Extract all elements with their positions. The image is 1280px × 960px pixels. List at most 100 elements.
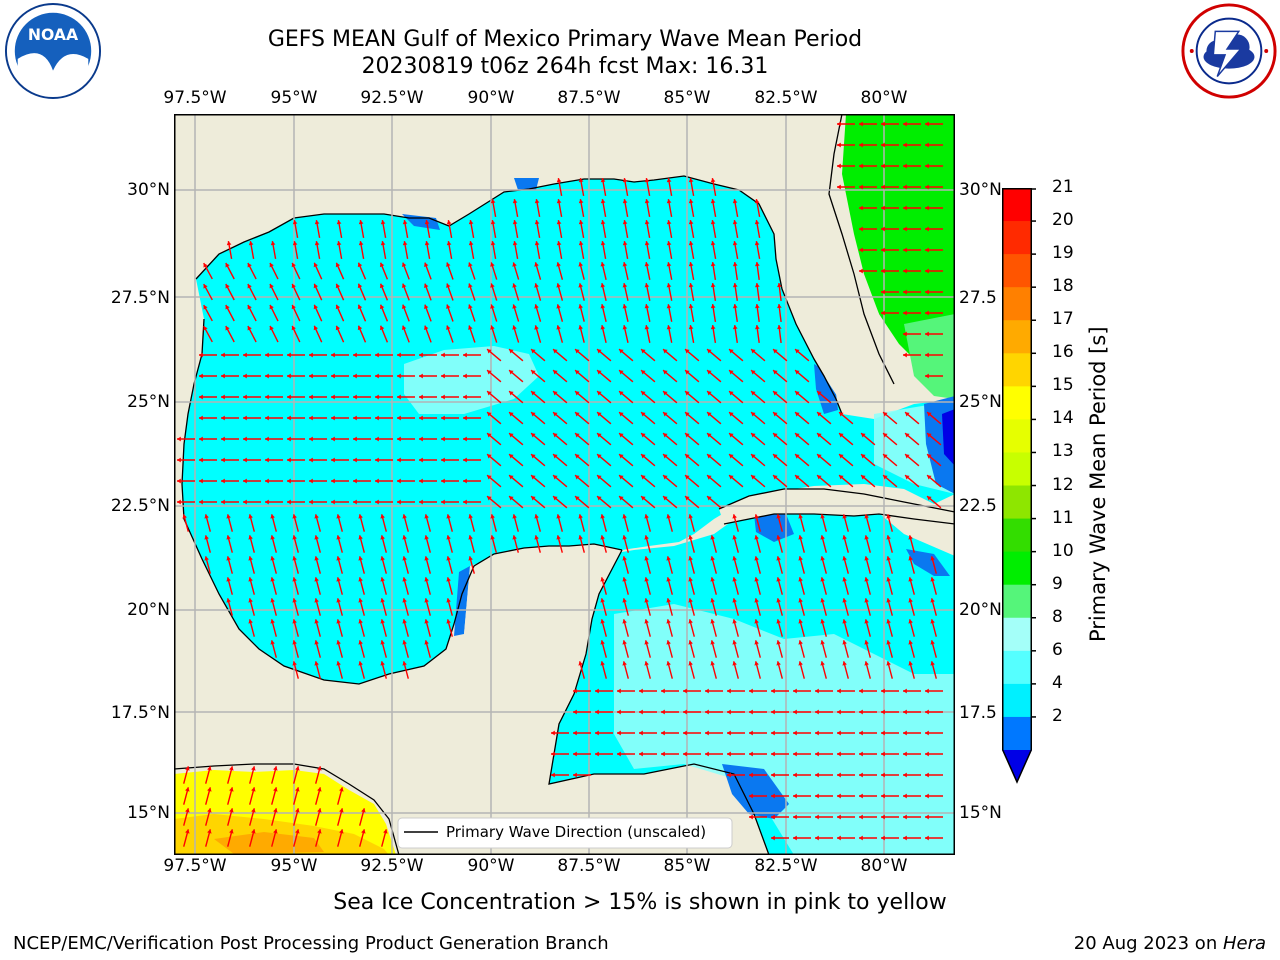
wave-arrow-head bbox=[820, 619, 825, 624]
wave-arrow-head bbox=[688, 598, 693, 603]
wave-arrow-head bbox=[793, 688, 797, 694]
lat-label-right: 22.5 bbox=[959, 496, 997, 516]
wave-arrow-head bbox=[619, 475, 624, 480]
wave-arrow-head bbox=[883, 412, 888, 417]
wave-arrow-head bbox=[575, 496, 580, 501]
wave-arrow-head bbox=[688, 199, 694, 204]
wave-arrow-head bbox=[353, 373, 357, 379]
wave-arrow-head bbox=[688, 577, 693, 582]
wave-arrow-head bbox=[905, 412, 910, 417]
wave-arrow-head bbox=[553, 412, 558, 417]
wave-arrow-head bbox=[358, 640, 363, 645]
wave-arrow-head bbox=[578, 241, 584, 246]
wave-arrow-head bbox=[221, 499, 225, 505]
wave-arrow-head bbox=[468, 241, 474, 246]
wave-arrow-head bbox=[401, 325, 407, 330]
wave-arrow-head bbox=[732, 199, 738, 204]
colorbar-segment bbox=[1002, 386, 1032, 420]
florida-land bbox=[759, 174, 884, 402]
wave-arrow-head bbox=[663, 475, 668, 480]
wave-arrow-head bbox=[380, 535, 385, 540]
wave-arrow-head bbox=[207, 787, 212, 792]
wave-arrow-head bbox=[908, 535, 913, 540]
short-period-patch bbox=[722, 764, 789, 819]
wave-arrow-head bbox=[817, 433, 822, 438]
wave-arrow-head bbox=[707, 454, 712, 459]
wave-arrow-head bbox=[336, 598, 341, 603]
wave-arrow-head bbox=[265, 415, 269, 421]
wave-arrow-head bbox=[531, 349, 536, 354]
wave-arrow-head bbox=[903, 331, 907, 337]
wave-arrow-head bbox=[859, 772, 863, 778]
wave-arrow-head bbox=[243, 478, 247, 484]
wave-arrow-head bbox=[463, 415, 467, 421]
wave-arrow-head bbox=[380, 220, 386, 225]
wave-arrow-head bbox=[441, 457, 445, 463]
wave-arrow-head bbox=[424, 514, 429, 519]
wave-arrow-head bbox=[270, 619, 275, 624]
wave-arrow-head bbox=[309, 394, 313, 400]
wave-arrow-head bbox=[265, 373, 269, 379]
wave-arrow-head bbox=[903, 730, 907, 736]
wave-arrow-head bbox=[705, 730, 709, 736]
lon-label-top: 95°W bbox=[270, 88, 318, 108]
wave-arrow-head bbox=[446, 514, 451, 519]
wave-arrow-head bbox=[864, 577, 869, 582]
lat-label-left: 17.5°N bbox=[110, 703, 170, 723]
wave-arrow-head bbox=[357, 283, 363, 289]
lat-label-left: 25°N bbox=[127, 392, 170, 412]
wave-arrow-head bbox=[773, 370, 778, 375]
wave-arrow-head bbox=[357, 304, 363, 310]
lat-label-right: 25°N bbox=[959, 392, 1002, 412]
wave-arrow-head bbox=[751, 454, 756, 459]
wave-arrow-head bbox=[644, 199, 650, 204]
wave-arrow-head bbox=[771, 709, 775, 715]
wave-arrow-head bbox=[509, 454, 514, 459]
wave-arrow-head bbox=[292, 535, 297, 540]
wave-arrow-head bbox=[755, 325, 760, 330]
wave-arrow-head bbox=[644, 241, 650, 246]
wave-arrow-head bbox=[837, 751, 841, 757]
wave-arrow-head bbox=[859, 205, 863, 211]
wave-arrow-head bbox=[622, 598, 627, 603]
wave-arrow-head bbox=[336, 514, 341, 519]
colorbar-tick-label: 14 bbox=[1052, 408, 1074, 429]
noaa-logo-icon: NOAA bbox=[4, 2, 102, 100]
wave-arrow-head bbox=[798, 514, 803, 519]
colorbar-tick-label: 9 bbox=[1052, 573, 1063, 594]
wave-arrow-head bbox=[177, 436, 181, 442]
colorbar-segment bbox=[1002, 320, 1032, 354]
wave-arrow-head bbox=[556, 304, 561, 309]
wave-arrow-head bbox=[815, 835, 819, 841]
wave-arrow-head bbox=[903, 142, 907, 148]
wave-arrow-head bbox=[358, 577, 363, 582]
wave-arrow-head bbox=[292, 556, 297, 561]
wave-arrow-head bbox=[397, 457, 401, 463]
wave-arrow-head bbox=[622, 199, 628, 204]
wave-arrow-head bbox=[600, 241, 606, 246]
wave-arrow-head bbox=[666, 283, 672, 288]
wave-arrow-head bbox=[353, 499, 357, 505]
wave-arrow-head bbox=[573, 730, 577, 736]
wave-arrow-head bbox=[930, 556, 935, 561]
wave-arrow-head bbox=[553, 454, 558, 459]
wave-arrow-head bbox=[226, 241, 232, 246]
wave-arrow-head bbox=[644, 262, 650, 267]
wave-arrow-head bbox=[336, 241, 342, 246]
footer-host: Hera bbox=[1222, 933, 1266, 954]
wave-arrow-head bbox=[309, 478, 313, 484]
wave-arrow-head bbox=[553, 496, 558, 501]
wave-arrow-head bbox=[331, 478, 335, 484]
wave-arrow-head bbox=[397, 373, 401, 379]
wave-arrow-head bbox=[771, 835, 775, 841]
wave-direction-arrows bbox=[177, 121, 943, 847]
wave-arrow-head bbox=[269, 283, 274, 289]
wave-arrow-head bbox=[930, 619, 935, 624]
wave-arrow-head bbox=[729, 370, 734, 375]
wave-arrow-head bbox=[468, 283, 473, 288]
lat-label-right: 15°N bbox=[959, 803, 1002, 823]
wave-arrow-head bbox=[578, 262, 583, 267]
wave-arrow-head bbox=[820, 556, 825, 561]
wave-arrow-head bbox=[859, 184, 863, 190]
wave-arrow-head bbox=[903, 310, 907, 316]
